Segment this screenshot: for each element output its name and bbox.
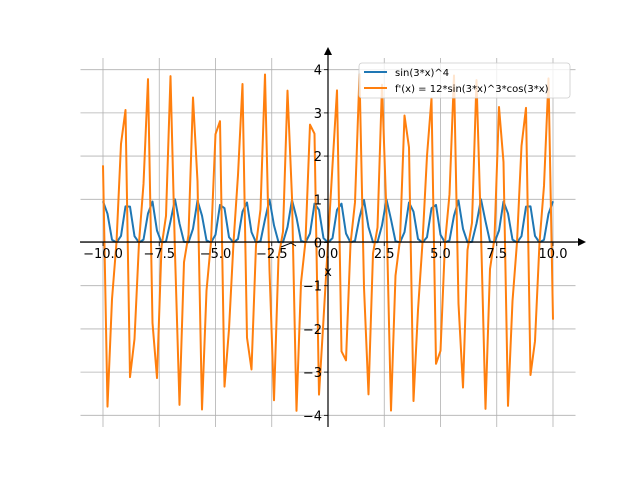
legend-label-series-1: sin(3*x)^4 [395,68,449,79]
y-tick-label: 1 [314,193,322,208]
y-tick-label: 2 [314,150,322,165]
x-tick-label: 2.5 [374,247,395,262]
y-tick-label: 4 [314,64,322,79]
x-tick-label: −5.0 [200,247,232,262]
x-tick-label: 5.0 [430,247,451,262]
y-tick-label: −2 [303,323,322,338]
y-axis-arrow-icon [324,47,332,55]
x-tick-label: 0.0 [318,247,339,262]
ticks: −10.0 −7.5 −5.0 −2.5 0.0 2.5 5.0 7.5 10.0 −4 −3 −2 −… [83,64,567,425]
x-tick-label: 10.0 [539,247,568,262]
y-tick-label: −1 [303,280,322,295]
x-tick-label: −7.5 [143,247,175,262]
legend-box [358,62,571,99]
x-tick-label: −2.5 [256,247,288,262]
y-tick-label: 3 [314,107,322,122]
x-axis-label: x [324,265,332,280]
x-tick-label: 7.5 [486,247,507,262]
x-tick-label: −10.0 [83,247,123,262]
x-axis-arrow-icon [578,238,586,246]
y-tick-label: −4 [303,409,322,424]
y-tick-label: −3 [303,366,322,381]
legend-label-series-2: f'(x) = 12*sin(3*x)^3*cos(3*x) [395,84,549,95]
annotation-arrow-icon [280,242,297,248]
y-tick-label: 0 [314,237,322,252]
legend: sin(3*x)^4 f'(x) = 12*sin(3*x)^3*cos(3*x… [358,62,571,99]
